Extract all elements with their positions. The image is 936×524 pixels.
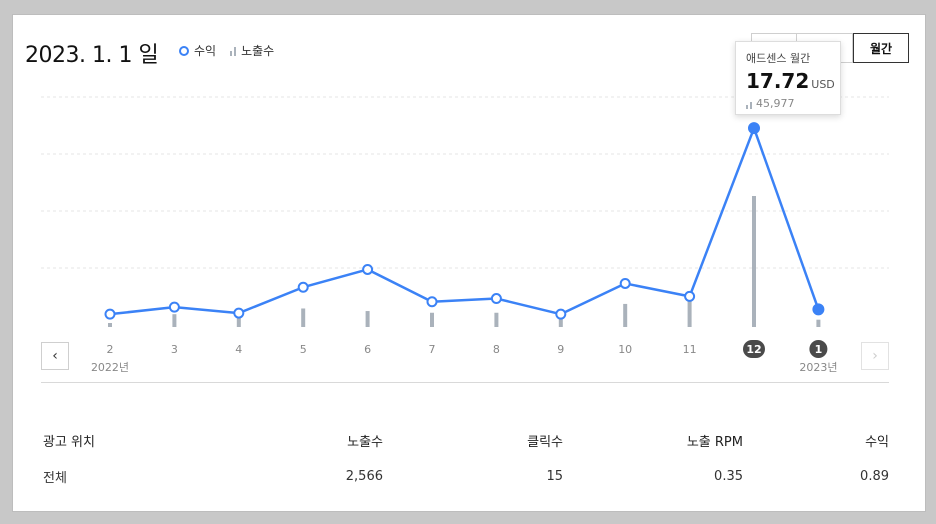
- header-rpm: 노출 RPM: [686, 434, 743, 450]
- chart-tooltip: 애드센스 월간 17.72 USD 45,977: [735, 41, 841, 115]
- header-placement: 광고 위치: [43, 434, 95, 450]
- tooltip-impressions-value: 45,977: [756, 97, 795, 110]
- tooltip-amount: 17.72: [746, 69, 810, 93]
- chevron-right-icon: ›: [872, 348, 878, 364]
- cell-revenue: 0.89: [860, 468, 889, 484]
- impressions-bar-4: [236, 317, 241, 327]
- revenue-point-1: [812, 303, 825, 316]
- prev-period-button[interactable]: ‹: [41, 342, 69, 370]
- cell-impressions: 2,566: [345, 468, 383, 484]
- cell-clicks: 15: [546, 468, 563, 484]
- revenue-dot-icon: [179, 45, 189, 56]
- tick-label-5: 5: [300, 343, 307, 356]
- impressions-bar-1: [816, 319, 821, 327]
- revenue-chart: 2 3 4 5 6 7 8 9 10 11 12 1 2022년 2023년: [41, 96, 889, 374]
- revenue-point-6: [362, 263, 374, 275]
- impressions-bar-12: [752, 196, 756, 327]
- impressions-bar-5: [301, 308, 306, 327]
- year-label-start: 2022년: [91, 361, 129, 374]
- legend-revenue-label: 수익: [194, 44, 217, 58]
- tick-label-4: 4: [235, 343, 242, 356]
- impressions-bar-9: [558, 315, 563, 327]
- year-label-end: 2023년: [799, 361, 837, 374]
- impressions-bar-icon: [230, 46, 237, 56]
- tick-label-6: 6: [364, 343, 371, 356]
- tick-label-12: 12: [746, 343, 761, 356]
- revenue-point-11: [684, 290, 696, 302]
- tick-label-1: 1: [815, 343, 823, 356]
- impressions-bar-3: [172, 314, 177, 327]
- summary-table: 광고 위치 노출수 클릭수 노출 RPM 수익 전체 2,566 15 0.35…: [43, 422, 889, 494]
- header-clicks: 클릭수: [527, 434, 563, 450]
- revenue-point-3: [168, 301, 180, 313]
- impressions-bar-11: [687, 291, 692, 327]
- monthly-button[interactable]: 월간: [853, 33, 909, 63]
- revenue-point-2: [104, 308, 116, 320]
- tick-label-11: 11: [683, 343, 697, 356]
- revenue-point-10: [619, 277, 631, 289]
- tick-label-9: 9: [557, 343, 564, 356]
- impressions-bar-6: [365, 311, 370, 327]
- revenue-line: [109, 126, 820, 316]
- table-header-row: 광고 위치 노출수 클릭수 노출 RPM 수익: [43, 422, 889, 458]
- tooltip-unit: USD: [811, 78, 835, 91]
- table-row: 전체 2,566 15 0.35 0.89: [43, 458, 889, 494]
- legend-impressions-label: 노출수: [241, 44, 275, 58]
- tick-label-3: 3: [171, 343, 178, 356]
- impressions-bar-icon: [746, 99, 752, 109]
- legend-revenue: 수익: [179, 42, 216, 59]
- impressions-bar-8: [494, 312, 499, 327]
- tooltip-value: 17.72 USD: [746, 69, 835, 96]
- header-impressions: 노출수: [347, 434, 383, 450]
- tick-label-2: 2: [107, 343, 114, 356]
- tooltip-impressions: 45,977: [746, 97, 830, 110]
- report-card: 2023. 1. 1 일 수익 노출수 월간 2 3 4 5 6 7 8 9 10 11 12 1 20…: [12, 14, 926, 512]
- revenue-point-8: [490, 293, 502, 305]
- tick-label-7: 7: [429, 343, 436, 356]
- divider: [41, 382, 889, 383]
- impressions-bar-10: [623, 303, 628, 327]
- impressions-bar-7: [430, 312, 434, 327]
- tooltip-title: 애드센스 월간: [746, 52, 811, 65]
- header-revenue: 수익: [865, 434, 889, 450]
- revenue-point-9: [555, 308, 567, 320]
- selected-date: 2023. 1. 1 일: [25, 37, 159, 69]
- legend-impressions: 노출수: [230, 42, 274, 59]
- chevron-left-icon: ‹: [52, 348, 58, 364]
- cell-placement: 전체: [43, 470, 67, 486]
- cell-rpm: 0.35: [714, 468, 743, 484]
- revenue-point-12: [748, 122, 760, 135]
- date-unit: 일: [138, 43, 159, 68]
- date-value: 2023. 1. 1: [25, 43, 132, 68]
- tick-label-8: 8: [493, 343, 500, 356]
- revenue-point-5: [297, 281, 309, 293]
- tick-label-10: 10: [618, 343, 632, 356]
- tick-badge-12: [743, 340, 765, 358]
- chart-legend: 수익 노출수: [179, 42, 274, 59]
- revenue-point-7: [426, 296, 438, 308]
- revenue-point-4: [233, 307, 245, 319]
- tick-badge-1: [809, 340, 828, 358]
- next-period-button[interactable]: ›: [861, 342, 889, 370]
- impressions-bar-2: [108, 323, 112, 327]
